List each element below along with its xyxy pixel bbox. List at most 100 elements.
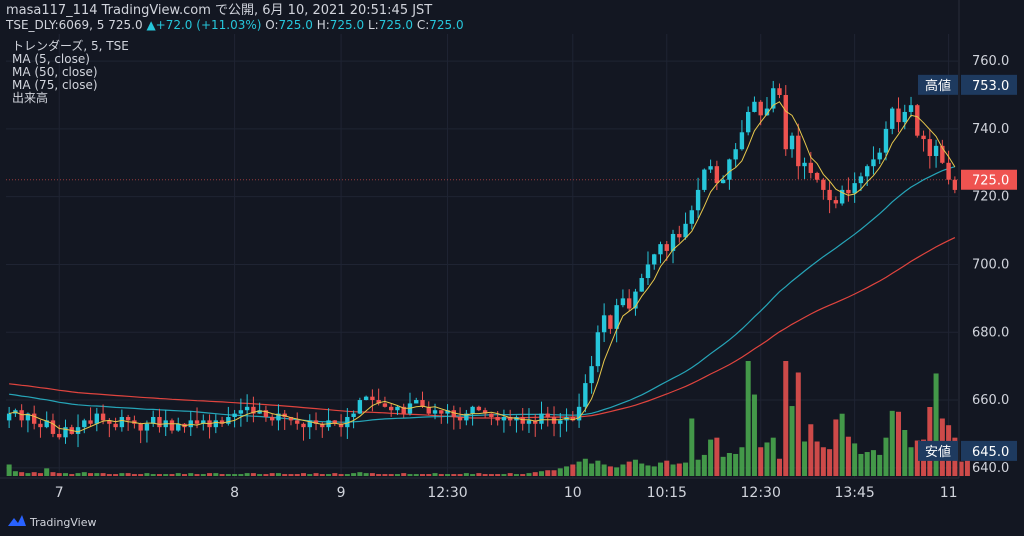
candle <box>107 418 112 438</box>
legend-ma50: MA (50, close) <box>12 65 98 79</box>
candle <box>307 414 312 439</box>
candle <box>244 394 250 422</box>
candle-body <box>244 406 250 411</box>
volume-bar <box>864 452 870 476</box>
price-tick-label: 680.0 <box>972 325 1009 340</box>
symbol-line: TSE_DLY:6069, 5 725.0 ▲+72.0 (+11.03%) O… <box>5 18 464 32</box>
volume-bar <box>219 474 225 476</box>
candle <box>82 418 87 434</box>
candle-body <box>739 132 745 150</box>
candle <box>6 406 12 428</box>
candle-body <box>113 423 118 428</box>
chart-header: masa117_114 TradingView.com で公開, 6月 10, … <box>5 3 464 32</box>
candle-body <box>620 298 626 306</box>
candle <box>57 424 62 440</box>
volume-bar <box>44 468 50 476</box>
volume-bar <box>269 473 275 476</box>
volume-bar <box>889 410 895 476</box>
volume-bar <box>532 472 538 476</box>
candle <box>896 97 901 133</box>
volume-bar <box>513 474 519 476</box>
ma5-line <box>8 101 956 433</box>
candle <box>125 414 131 431</box>
candle <box>877 148 882 164</box>
candle <box>395 405 400 416</box>
candle <box>595 325 601 373</box>
candle <box>176 417 181 432</box>
candle-body <box>689 210 695 224</box>
candle-body <box>808 162 814 173</box>
candle <box>363 395 369 401</box>
candle <box>501 409 507 433</box>
volume-bar <box>495 474 501 476</box>
candle-body <box>877 152 882 160</box>
candle <box>777 83 782 99</box>
candle <box>620 289 626 308</box>
volume-bar <box>62 473 69 476</box>
low-name-tag-text: 安値 <box>925 444 951 460</box>
candle-body <box>382 403 388 407</box>
tradingview-footer[interactable]: TradingView <box>8 515 96 529</box>
volume-bar <box>964 454 970 476</box>
volume-bar <box>751 394 757 476</box>
candle <box>764 97 770 116</box>
candle <box>796 123 801 180</box>
candle <box>382 396 388 408</box>
volume-bar <box>827 449 833 476</box>
volume-bar <box>344 474 350 476</box>
candle <box>802 157 807 180</box>
candle-body <box>864 166 870 177</box>
volume-bar <box>37 473 43 476</box>
candle-body <box>420 400 425 407</box>
legend-ma5: MA (5, close) <box>12 52 90 66</box>
candle-body <box>345 416 350 428</box>
candle-body <box>451 410 457 417</box>
candle-body <box>476 406 482 411</box>
candle-body <box>119 416 125 428</box>
candle-body <box>288 416 294 421</box>
volume-bar <box>94 473 100 476</box>
candle-body <box>157 416 162 428</box>
candle <box>626 289 632 311</box>
candle <box>915 103 920 138</box>
volume-bar <box>363 473 369 476</box>
volume-bar <box>733 453 739 476</box>
candle-body <box>871 159 876 167</box>
candle-body <box>363 396 369 401</box>
candle-body <box>858 176 864 184</box>
volume-bar <box>232 474 238 476</box>
candle <box>927 128 933 169</box>
price-tick-label: 700.0 <box>972 257 1009 272</box>
candle <box>144 420 150 443</box>
candle <box>852 172 857 203</box>
candle <box>833 196 839 209</box>
candle-body <box>201 420 206 424</box>
candle-body <box>320 423 325 428</box>
candle <box>658 241 663 264</box>
price-tick-label: 760.0 <box>972 54 1009 69</box>
candle-body <box>626 298 632 309</box>
candle <box>31 405 37 430</box>
volume-bar <box>632 459 638 476</box>
candle <box>789 132 795 158</box>
candle-body <box>482 410 488 414</box>
candle-body <box>633 291 638 309</box>
tradingview-brand: TradingView <box>29 516 96 529</box>
open-label: O: <box>265 18 278 32</box>
current-price-tag-text: 725.0 <box>972 174 1009 189</box>
candle-body <box>526 420 532 424</box>
volume-bar <box>225 474 231 476</box>
low-price-tag: 645.0 <box>961 440 1017 461</box>
candle <box>88 407 93 427</box>
candle-body <box>783 95 788 150</box>
price-tick-label: 740.0 <box>972 122 1009 137</box>
candle-body <box>439 410 444 414</box>
candle <box>201 414 206 431</box>
candle <box>357 397 363 415</box>
volume-bar <box>802 441 808 476</box>
candle-body <box>63 427 68 438</box>
volume-bar <box>564 466 570 476</box>
candle <box>576 393 582 428</box>
